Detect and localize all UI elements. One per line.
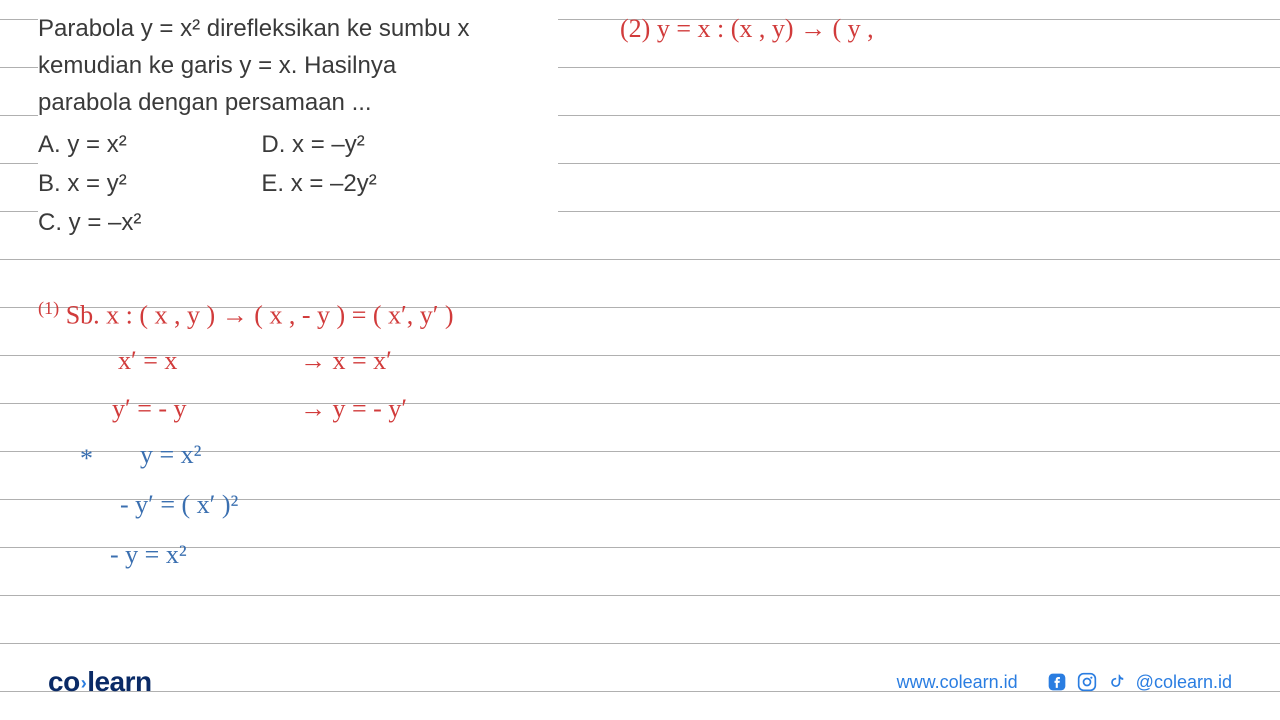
social-icons: @colearn.id bbox=[1046, 671, 1232, 693]
instagram-icon[interactable] bbox=[1076, 671, 1098, 693]
question-block: Parabola y = x² direfleksikan ke sumbu x… bbox=[38, 8, 558, 245]
question-line-1: Parabola y = x² direfleksikan ke sumbu x bbox=[38, 10, 554, 47]
option-c: C. y = –x² bbox=[38, 204, 141, 241]
handwriting-blue-line2: - y′ = ( x′ )² bbox=[120, 490, 238, 520]
handwriting-blue-line3: - y = x² bbox=[110, 540, 187, 570]
question-line-3: parabola dengan persamaan ... bbox=[38, 84, 554, 121]
options-row: A. y = x² B. x = y² C. y = –x² D. x = –y… bbox=[38, 126, 554, 242]
option-e: E. x = –2y² bbox=[261, 165, 376, 202]
facebook-icon[interactable] bbox=[1046, 671, 1068, 693]
step1-line1: Sb. x : ( x , y ) → ( x , - y ) = ( x′, … bbox=[66, 301, 454, 330]
logo-chevron-icon: › bbox=[81, 673, 87, 694]
handwriting-step1-line3a: y′ = - y bbox=[112, 394, 187, 424]
footer-right: www.colearn.id @colearn.id bbox=[897, 671, 1232, 693]
options-col-right: D. x = –y² E. x = –2y² bbox=[261, 126, 376, 242]
step1-index: (1) bbox=[38, 298, 59, 318]
handwriting-step1-line2b: → x = x′ bbox=[300, 346, 392, 376]
option-b: B. x = y² bbox=[38, 165, 141, 202]
handwriting-step1-label: (1) Sb. x : ( x , y ) → ( x , - y ) = ( … bbox=[38, 298, 454, 331]
handwriting-star: * bbox=[80, 444, 93, 474]
tiktok-icon[interactable] bbox=[1106, 671, 1128, 693]
brand-logo: co›learn bbox=[48, 666, 152, 698]
handwriting-step2: (2) y = x : (x , y) → ( y , bbox=[620, 14, 874, 44]
option-a: A. y = x² bbox=[38, 126, 141, 163]
handwriting-step1-line3b: → y = - y′ bbox=[300, 394, 407, 424]
options-col-left: A. y = x² B. x = y² C. y = –x² bbox=[38, 126, 141, 242]
option-d: D. x = –y² bbox=[261, 126, 376, 163]
handwriting-step1-line2a: x′ = x bbox=[118, 346, 177, 376]
logo-suffix: learn bbox=[87, 666, 151, 697]
question-line-2: kemudian ke garis y = x. Hasilnya bbox=[38, 47, 554, 84]
logo-prefix: co bbox=[48, 666, 80, 697]
social-handle[interactable]: @colearn.id bbox=[1136, 672, 1232, 693]
handwriting-blue-line1: y = x² bbox=[140, 440, 201, 470]
footer: co›learn www.colearn.id @colearn.id bbox=[0, 662, 1280, 702]
page-root: Parabola y = x² direfleksikan ke sumbu x… bbox=[0, 0, 1280, 720]
footer-url[interactable]: www.colearn.id bbox=[897, 672, 1018, 693]
